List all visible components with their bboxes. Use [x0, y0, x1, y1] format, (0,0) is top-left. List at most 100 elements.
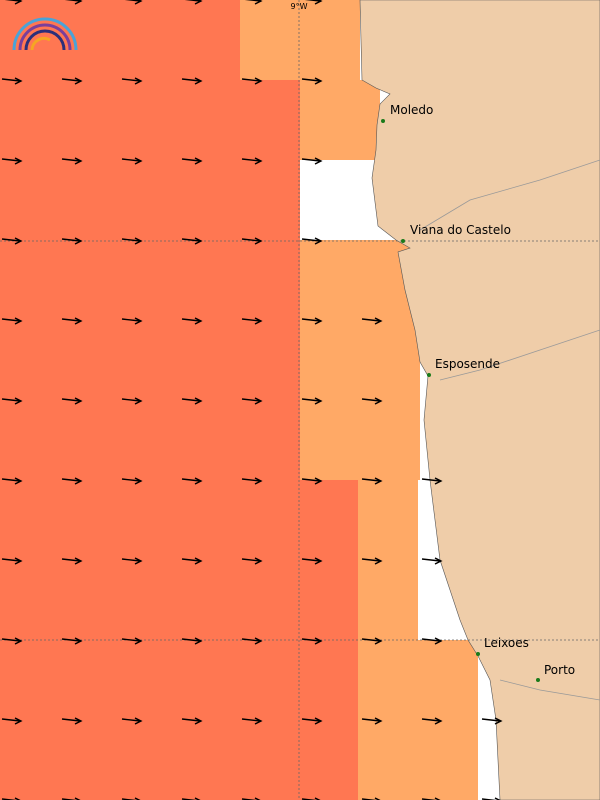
- wind-arrow: [181, 717, 203, 725]
- wind-arrow: [301, 477, 323, 485]
- wind-arrow: [121, 637, 143, 645]
- wind-arrow: [121, 237, 143, 245]
- wind-arrow: [121, 317, 143, 325]
- wind-arrow: [361, 477, 383, 485]
- place-label: Porto: [544, 663, 575, 677]
- wind-arrow: [124, 0, 143, 5]
- wind-arrow: [301, 77, 323, 85]
- places: Moledo Viana do Castelo Esposende Leixoes Po…: [381, 103, 575, 682]
- wind-arrow: [184, 0, 203, 5]
- wind-arrow: [61, 637, 83, 645]
- wind-arrow: [421, 637, 443, 645]
- wind-arrow: [241, 797, 261, 800]
- cell: [240, 0, 360, 80]
- wind-arrow: [1, 717, 23, 725]
- wind-arrow: [301, 157, 323, 165]
- wind-arrow: [361, 637, 383, 645]
- wind-arrow: [241, 77, 263, 85]
- wind-arrow: [1, 77, 23, 85]
- wind-arrow: [241, 157, 263, 165]
- wind-arrow: [361, 317, 383, 325]
- wind-arrow: [64, 0, 83, 5]
- wind-arrow: [181, 237, 203, 245]
- wind-arrow: [1, 637, 23, 645]
- wind-arrow: [421, 797, 441, 800]
- wind-arrow: [421, 477, 443, 485]
- wind-arrow: [181, 557, 203, 565]
- place-dot: [536, 678, 540, 682]
- wind-arrow: [1, 477, 23, 485]
- place-label: Esposende: [435, 357, 500, 371]
- wind-arrow: [1, 397, 23, 405]
- wind-arrow: [421, 717, 443, 725]
- wind-arrow: [361, 797, 381, 800]
- wind-arrow: [1, 157, 23, 165]
- wind-arrow: [361, 397, 383, 405]
- wind-arrow: [61, 477, 83, 485]
- place-dot: [401, 239, 405, 243]
- wind-arrow: [121, 77, 143, 85]
- wind-arrow: [301, 717, 323, 725]
- wind-arrow: [301, 317, 323, 325]
- wind-arrow: [1, 237, 23, 245]
- place-dot: [476, 652, 480, 656]
- wind-arrow: [61, 797, 81, 800]
- wind-arrow: [301, 637, 323, 645]
- wind-arrow: [121, 477, 143, 485]
- wind-arrow: [61, 157, 83, 165]
- wind-arrow: [481, 717, 503, 725]
- wind-arrow: [241, 237, 263, 245]
- wind-arrow: [61, 397, 83, 405]
- wind-arrows: [1, 0, 503, 800]
- wind-arrow: [421, 557, 443, 565]
- wind-arrow: [241, 317, 263, 325]
- place-label: Moledo: [390, 103, 433, 117]
- place-dot: [381, 119, 385, 123]
- wind-arrow: [244, 0, 263, 5]
- wind-arrow: [481, 797, 501, 800]
- wind-arrow: [121, 397, 143, 405]
- wind-arrow: [1, 317, 23, 325]
- wind-arrow: [301, 397, 323, 405]
- graticule-label: 9°W: [291, 2, 308, 11]
- wind-arrow: [181, 157, 203, 165]
- wind-arrow: [241, 717, 263, 725]
- wind-arrow: [61, 237, 83, 245]
- wind-arrow: [181, 77, 203, 85]
- wind-arrow: [181, 477, 203, 485]
- wind-arrow: [121, 717, 143, 725]
- wind-arrow: [61, 717, 83, 725]
- logo: [12, 17, 78, 51]
- wind-arrow: [181, 397, 203, 405]
- wind-arrow: [1, 797, 21, 800]
- wind-arrow: [4, 0, 23, 5]
- place-dot: [427, 373, 431, 377]
- wind-arrow: [301, 557, 323, 565]
- wind-arrow: [301, 797, 321, 800]
- wind-arrow: [301, 237, 323, 245]
- wind-arrow: [361, 717, 383, 725]
- wind-arrow: [181, 317, 203, 325]
- wind-arrow: [241, 397, 263, 405]
- wind-arrow: [61, 77, 83, 85]
- wind-arrow: [121, 557, 143, 565]
- wind-arrow: [61, 317, 83, 325]
- wind-arrow: [121, 797, 141, 800]
- river: [419, 159, 600, 701]
- cell: [300, 240, 420, 480]
- place-label: Leixoes: [484, 636, 529, 650]
- wind-arrow: [241, 557, 263, 565]
- place-label: Viana do Castelo: [410, 223, 511, 237]
- wind-arrow: [181, 637, 203, 645]
- wind-arrow: [181, 797, 201, 800]
- wind-arrow: [121, 157, 143, 165]
- wind-arrow: [241, 477, 263, 485]
- wind-arrow: [361, 557, 383, 565]
- wind-arrow: [304, 0, 323, 5]
- land: [359, 0, 600, 800]
- wind-arrow: [241, 637, 263, 645]
- wind-arrow: [1, 557, 23, 565]
- cell: [300, 80, 380, 160]
